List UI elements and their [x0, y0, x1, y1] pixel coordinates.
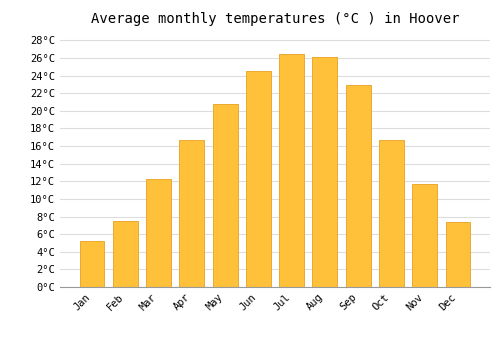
- Bar: [312, 57, 338, 287]
- Bar: [412, 184, 437, 287]
- Bar: [212, 104, 238, 287]
- Bar: [279, 54, 304, 287]
- Bar: [379, 140, 404, 287]
- Bar: [113, 221, 138, 287]
- Bar: [80, 241, 104, 287]
- Bar: [446, 222, 470, 287]
- Bar: [146, 178, 171, 287]
- Bar: [180, 140, 204, 287]
- Bar: [346, 85, 370, 287]
- Title: Average monthly temperatures (°C ) in Hoover: Average monthly temperatures (°C ) in Ho…: [91, 12, 459, 26]
- Bar: [246, 71, 271, 287]
